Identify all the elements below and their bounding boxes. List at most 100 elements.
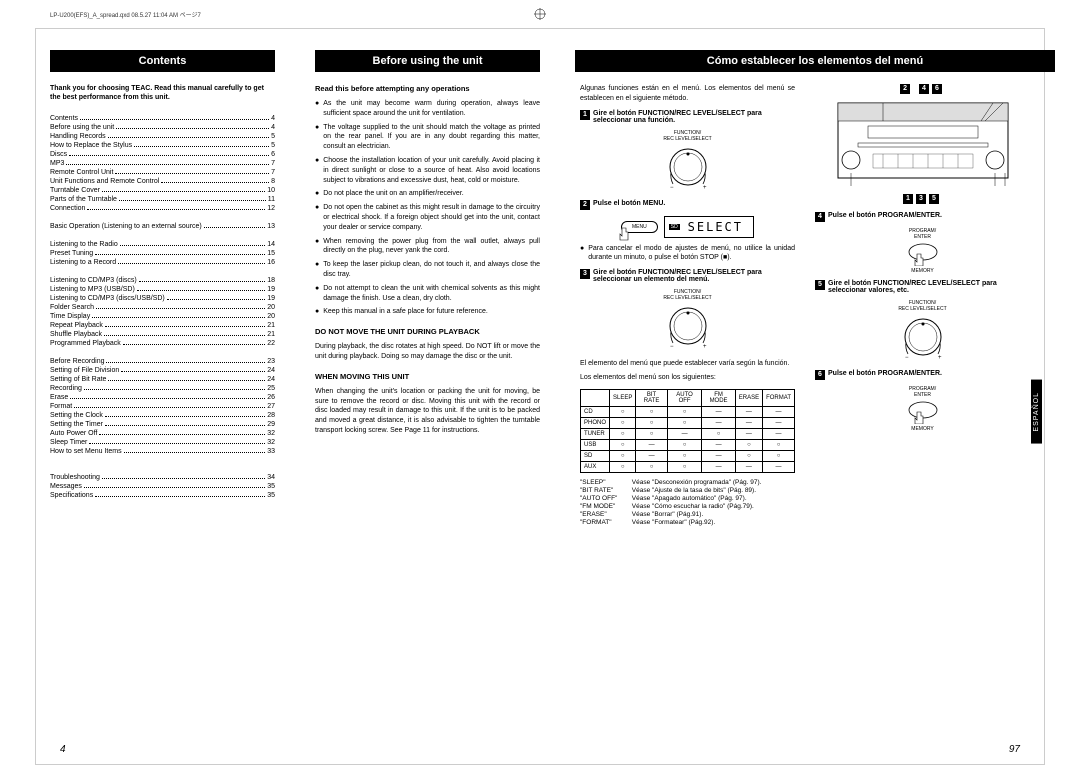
toc-line: Unit Functions and Remote Control8 xyxy=(50,177,275,185)
toc-line: Contents4 xyxy=(50,114,275,122)
toc-list: Contents4Before using the unit4Handling … xyxy=(50,114,275,499)
caution-item: ●Do not attempt to clean the unit with c… xyxy=(315,284,540,304)
lcd-display: SELECT xyxy=(682,218,749,236)
btn-bot-label-4: MEMORY xyxy=(815,268,1030,274)
step-1-num: 1 xyxy=(580,110,590,120)
toc-line: Messages35 xyxy=(50,482,275,490)
when-moving-para: When changing the unit's location or pac… xyxy=(315,387,540,436)
page-number-right: 97 xyxy=(1009,744,1020,755)
bottom-markers: 135 xyxy=(815,194,1030,204)
device-figure: 2 46 135 xyxy=(815,84,1030,204)
btn-bot-label-6: MEMORY xyxy=(815,426,1030,432)
oval-button-icon xyxy=(903,398,943,424)
dial-figure-1: FUNCTION/ REC LEVEL/SELECT − + xyxy=(580,130,795,194)
toc-line: Remote Control Unit7 xyxy=(50,168,275,176)
toc-line: Listening to CD/MP3 (discs)18 xyxy=(50,276,275,284)
svg-text:−: − xyxy=(905,355,909,361)
toc-line: Recording25 xyxy=(50,384,275,392)
toc-line: Programmed Playback22 xyxy=(50,339,275,347)
device-icon xyxy=(833,98,1013,188)
crop-mark-icon xyxy=(534,8,546,22)
step-6: 6Pulse el botón PROGRAM/ENTER. xyxy=(815,370,1030,380)
svg-text:+: + xyxy=(703,185,707,191)
toc-line: Handling Records5 xyxy=(50,132,275,140)
toc-line: Shuffle Playback21 xyxy=(50,330,275,338)
step-1: 1Gire el botón FUNCTION/REC LEVEL/SELECT… xyxy=(580,110,795,124)
dial-label-5: FUNCTION/ REC LEVEL/SELECT xyxy=(815,300,1030,312)
step-4: 4Pulse el botón PROGRAM/ENTER. xyxy=(815,212,1030,222)
dial-label-3: FUNCTION/ REC LEVEL/SELECT xyxy=(580,289,795,301)
caution-item: ●As the unit may become warm during oper… xyxy=(315,99,540,119)
menu-steps-right: 2 46 135 xyxy=(815,80,1030,527)
program-enter-figure-4: PROGRAM/ ENTER MEMORY xyxy=(815,228,1030,274)
reference-line: "AUTO OFF" Véase "Apagado automático" (P… xyxy=(580,495,795,502)
menu-button-icon: MENU xyxy=(621,221,658,233)
caution-item: ●To keep the laser pickup clean, do not … xyxy=(315,260,540,280)
step-4-num: 4 xyxy=(815,212,825,222)
toc-line: How to set Menu Items33 xyxy=(50,447,275,455)
toc-line: How to Replace the Stylus5 xyxy=(50,141,275,149)
table-row: SD○—○—○○ xyxy=(581,450,795,461)
toc-line: MP37 xyxy=(50,159,275,167)
before-using-header: Before using the unit xyxy=(315,50,540,72)
caution-item: ●The voltage supplied to the unit should… xyxy=(315,123,540,152)
caution-item: ●Keep this manual in a safe place for fu… xyxy=(315,307,540,317)
step-5-num: 5 xyxy=(815,280,825,290)
reference-line: "ERASE" Véase "Borrar" (Pág.91). xyxy=(580,511,795,518)
dial-icon: −+ xyxy=(898,312,948,362)
toc-line: Parts of the Turntable11 xyxy=(50,195,275,203)
toc-line: Before Recording23 xyxy=(50,357,275,365)
page-spread: Contents Thank you for choosing TEAC. Re… xyxy=(50,50,1030,527)
cautions-list: ●As the unit may become warm during oper… xyxy=(315,99,540,317)
step-6-num: 6 xyxy=(815,370,825,380)
program-enter-figure-6: PROGRAM/ ENTER MEMORY xyxy=(815,386,1030,432)
toc-line: Before using the unit4 xyxy=(50,123,275,131)
table-row: PHONO○○○——— xyxy=(581,417,795,428)
svg-text:−: − xyxy=(670,185,674,191)
step-2-num: 2 xyxy=(580,200,590,210)
menu-intro: Algunas funciones están en el menú. Los … xyxy=(580,84,795,104)
sd-badge: SD xyxy=(669,224,680,230)
hand-icon xyxy=(618,226,634,242)
toc-line: Turntable Cover10 xyxy=(50,186,275,194)
toc-line: Setting the Clock28 xyxy=(50,411,275,419)
toc-line: Listening to the Radio14 xyxy=(50,240,275,248)
toc-line: Listening to MP3 (USB/SD)19 xyxy=(50,285,275,293)
toc-line: Time Display20 xyxy=(50,312,275,320)
table-row: TUNER○○—○—— xyxy=(581,428,795,439)
btn-top-label-4: PROGRAM/ ENTER xyxy=(815,228,1030,240)
toc-line: Erase26 xyxy=(50,393,275,401)
toc-line: Preset Tuning15 xyxy=(50,249,275,257)
before-using-column: Before using the unit Read this before a… xyxy=(315,50,540,527)
toc-line: Listening to a Record16 xyxy=(50,258,275,266)
toc-line: Format27 xyxy=(50,402,275,410)
table-row: AUX○○○——— xyxy=(581,461,795,472)
step-3: 3Gire el botón FUNCTION/REC LEVEL/SELECT… xyxy=(580,269,795,283)
caution-item: ●Do not place the unit on an amplifier/r… xyxy=(315,189,540,199)
table-row: CD○○○——— xyxy=(581,406,795,417)
reference-line: "FORMAT" Véase "Formatear" (Pág.92). xyxy=(580,519,795,526)
toc-line: Specifications35 xyxy=(50,491,275,499)
file-header: LP-U200(EFS)_A_spread.qxd 08.5.27 11:04 … xyxy=(50,10,201,19)
svg-text:+: + xyxy=(938,355,942,361)
table-row: USB○—○—○○ xyxy=(581,439,795,450)
dial-label-1: FUNCTION/ REC LEVEL/SELECT xyxy=(580,130,795,142)
when-moving-subhead: WHEN MOVING THIS UNIT xyxy=(315,372,540,381)
menu-steps-left: Cómo establecer los elementos del menú A… xyxy=(580,50,795,527)
contents-header: Contents xyxy=(50,50,275,72)
toc-line: Basic Operation (Listening to an externa… xyxy=(50,222,275,230)
table-intro: Los elementos del menú son los siguiente… xyxy=(580,373,795,383)
reference-line: "FM MODE" Véase "Cómo escuchar la radio"… xyxy=(580,503,795,510)
step-2: 2Pulse el botón MENU. xyxy=(580,200,795,210)
toc-line: Setting of File Division24 xyxy=(50,366,275,374)
right-page: Cómo establecer los elementos del menú A… xyxy=(580,50,1030,527)
toc-line: Sleep Timer32 xyxy=(50,438,275,446)
menu-items-table: SLEEPBIT RATEAUTO OFFFM MODEERASEFORMATC… xyxy=(580,389,795,473)
menu-header: Cómo establecer los elementos del menú xyxy=(575,50,1055,72)
references-list: "SLEEP" Véase "Desconexión programada" (… xyxy=(580,479,795,526)
dial-figure-3: FUNCTION/ REC LEVEL/SELECT −+ xyxy=(580,289,795,353)
reference-line: "SLEEP" Véase "Desconexión programada" (… xyxy=(580,479,795,486)
top-markers: 2 46 xyxy=(815,84,1030,94)
caution-item: ●Do not open the cabinet as this might r… xyxy=(315,203,540,232)
toc-line: Auto Power Off32 xyxy=(50,429,275,437)
